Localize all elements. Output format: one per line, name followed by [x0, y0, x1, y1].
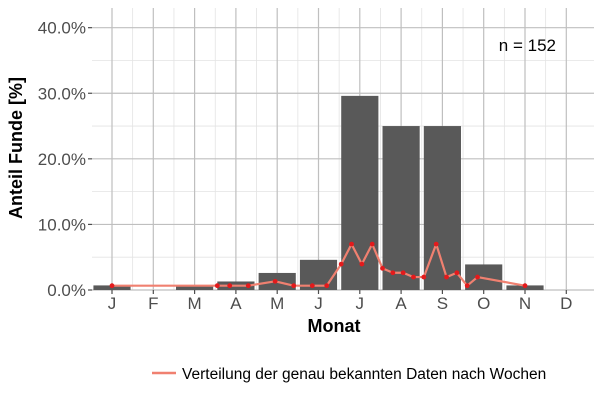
x-tick-label: O	[477, 294, 490, 313]
x-axis-title: Monat	[308, 316, 361, 336]
weekly-distribution-point	[411, 274, 416, 280]
x-tick-label: A	[230, 294, 242, 313]
weekly-distribution-point	[227, 283, 233, 289]
y-tick-label: 0.0%	[47, 281, 86, 300]
weekly-distribution-point	[214, 283, 220, 289]
weekly-distribution-point	[380, 265, 385, 271]
weekly-distribution-point	[522, 283, 528, 289]
weekly-distribution-point	[433, 241, 439, 247]
x-tick-label: J	[314, 294, 323, 313]
x-tick-label: S	[437, 294, 448, 313]
bars	[93, 95, 544, 291]
weekly-distribution-point	[272, 278, 278, 284]
weekly-distribution-point	[475, 274, 480, 280]
bar-3	[176, 285, 214, 290]
x-tick-label: M	[270, 294, 284, 313]
x-tick-label: M	[188, 294, 202, 313]
weekly-distribution-point	[109, 283, 115, 289]
weekly-distribution-point	[400, 270, 406, 276]
x-tick-label: N	[519, 294, 531, 313]
weekly-distribution-point	[421, 274, 427, 280]
x-tick-label: J	[108, 294, 117, 313]
weekly-distribution-point	[324, 283, 330, 289]
legend: Verteilung der genau bekannten Daten nac…	[152, 366, 546, 383]
weekly-distribution-point	[309, 283, 315, 289]
weekly-distribution-point	[444, 274, 449, 280]
weekly-distribution-line	[109, 241, 528, 289]
weekly-distribution-point	[359, 261, 365, 267]
sample-size-annotation: n = 152	[499, 36, 556, 55]
y-tick-label: 10.0%	[38, 215, 86, 234]
weekly-distribution-point	[291, 283, 297, 289]
weekly-distribution-point	[454, 270, 460, 276]
bar-7	[341, 95, 379, 291]
y-tick-label: 40.0%	[38, 19, 86, 38]
y-tick-label: 30.0%	[38, 84, 86, 103]
weekly-distribution-point	[369, 241, 375, 247]
weekly-distribution-point	[349, 241, 354, 247]
weekly-distribution-point	[390, 270, 396, 276]
x-tick-label: D	[560, 294, 572, 313]
x-tick-label: J	[356, 294, 365, 313]
x-tick-label: A	[395, 294, 407, 313]
weekly-distribution-point	[464, 283, 470, 289]
y-axis-title: Anteil Funde [%]	[6, 77, 26, 219]
weekly-distribution-point	[338, 261, 344, 267]
weekly-distribution-point	[245, 283, 251, 289]
bar-8	[382, 126, 420, 290]
y-tick-label: 20.0%	[38, 150, 86, 169]
x-tick-label: F	[148, 294, 158, 313]
legend-label: Verteilung der genau bekannten Daten nac…	[182, 366, 546, 383]
y-axis-ticks: 0.0% 10.0% 20.0% 30.0% 40.0%	[38, 19, 92, 300]
